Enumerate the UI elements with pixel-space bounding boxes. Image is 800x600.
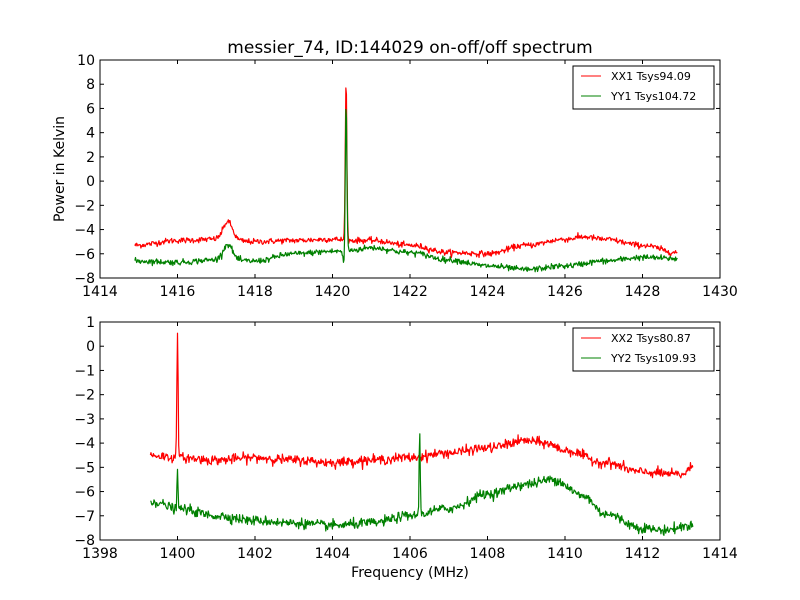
bottom-y-tick-label: −7	[74, 509, 95, 525]
bottom-x-tick-label: 1412	[625, 546, 661, 562]
bottom-series-yy2	[150, 433, 694, 536]
top-y-ticks: −8 −6 −4 −2 0 2 4 6 8 10	[74, 53, 720, 287]
bottom-legend-label-xx2: XX2 Tsys80.87	[611, 332, 691, 345]
bottom-x-tick-label: 1406	[392, 546, 428, 562]
bottom-x-tick-label: 1400	[160, 546, 196, 562]
top-legend-box	[572, 65, 715, 110]
bottom-y-tick-label: −8	[74, 533, 95, 549]
top-legend-label-yy1: YY1 Tsys104.72	[610, 90, 696, 103]
bottom-x-tick-label: 1398	[82, 546, 118, 562]
top-legend-label-xx1: XX1 Tsys94.09	[611, 70, 691, 83]
bottom-y-tick-label: −1	[74, 363, 95, 379]
top-y-tick-label: 4	[86, 126, 95, 142]
bottom-x-tick-label: 1402	[237, 546, 273, 562]
top-y-tick-label: −2	[74, 198, 95, 214]
figure-title: messier_74, ID:144029 on-off/off spectru…	[227, 38, 592, 58]
top-x-tick-label: 1414	[82, 284, 118, 300]
top-series-layer	[134, 87, 678, 273]
top-x-tick-label: 1426	[547, 284, 583, 300]
bottom-x-tick-label: 1414	[702, 546, 738, 562]
top-series-xx1	[134, 87, 678, 259]
top-x-tick-label: 1420	[315, 284, 351, 300]
top-y-tick-label: −8	[74, 271, 95, 287]
bottom-y-tick-label: −3	[74, 412, 95, 428]
bottom-legend-label-yy2: YY2 Tsys109.93	[610, 352, 696, 365]
bottom-x-ticks: 1398 1400 1402 1404 1406 1408 1410 1412 1414	[82, 322, 738, 562]
top-x-tick-label: 1428	[625, 284, 661, 300]
bottom-series-xx2	[149, 332, 694, 479]
top-x-tick-label: 1418	[237, 284, 273, 300]
top-x-tick-label: 1416	[160, 284, 196, 300]
top-panel: 1414 1416 1418 1420 1422 1424 1426 1428 1430 −8−…	[52, 53, 738, 300]
bottom-legend: XX2 Tsys80.87 YY2 Tsys109.93	[572, 327, 715, 372]
bottom-y-tick-label: −4	[74, 436, 95, 452]
top-y-tick-label: −4	[74, 223, 95, 239]
bottom-series-layer	[149, 332, 694, 536]
top-y-tick-label: 10	[77, 53, 95, 69]
bottom-y-tick-label: −2	[74, 388, 95, 404]
bottom-y-tick-label: −5	[74, 460, 95, 476]
top-series-yy1	[134, 108, 678, 273]
top-y-tick-label: 0	[86, 174, 95, 190]
bottom-y-ticks: −8 −7 −6 −5 −4 −3 −2 −1 0 1	[74, 315, 720, 549]
bottom-x-axis-label: Frequency (MHz)	[351, 565, 469, 581]
top-legend: XX1 Tsys94.09 YY1 Tsys104.72	[572, 65, 715, 110]
bottom-y-tick-label: −6	[74, 485, 95, 501]
top-x-ticks: 1414 1416 1418 1420 1422 1424 1426 1428 1430	[82, 60, 738, 300]
bottom-y-tick-label: 1	[86, 315, 95, 331]
top-x-tick-label: 1422	[392, 284, 428, 300]
top-y-tick-label: 6	[86, 101, 95, 117]
bottom-panel: 1398 1400 1402 1404 1406 1408 1410 1412 1414 −8−…	[74, 315, 738, 581]
bottom-y-tick-label: 0	[86, 339, 95, 355]
bottom-x-tick-label: 1408	[470, 546, 506, 562]
top-y-axis-label: Power in Kelvin	[52, 116, 68, 222]
top-y-tick-label: 8	[86, 77, 95, 93]
bottom-legend-box	[572, 327, 715, 372]
bottom-x-tick-label: 1404	[315, 546, 351, 562]
top-x-tick-label: 1430	[702, 284, 738, 300]
top-x-tick-label: 1424	[470, 284, 506, 300]
bottom-x-tick-label: 1410	[547, 546, 583, 562]
top-y-tick-label: −6	[74, 247, 95, 263]
top-y-tick-label: 2	[86, 150, 95, 166]
